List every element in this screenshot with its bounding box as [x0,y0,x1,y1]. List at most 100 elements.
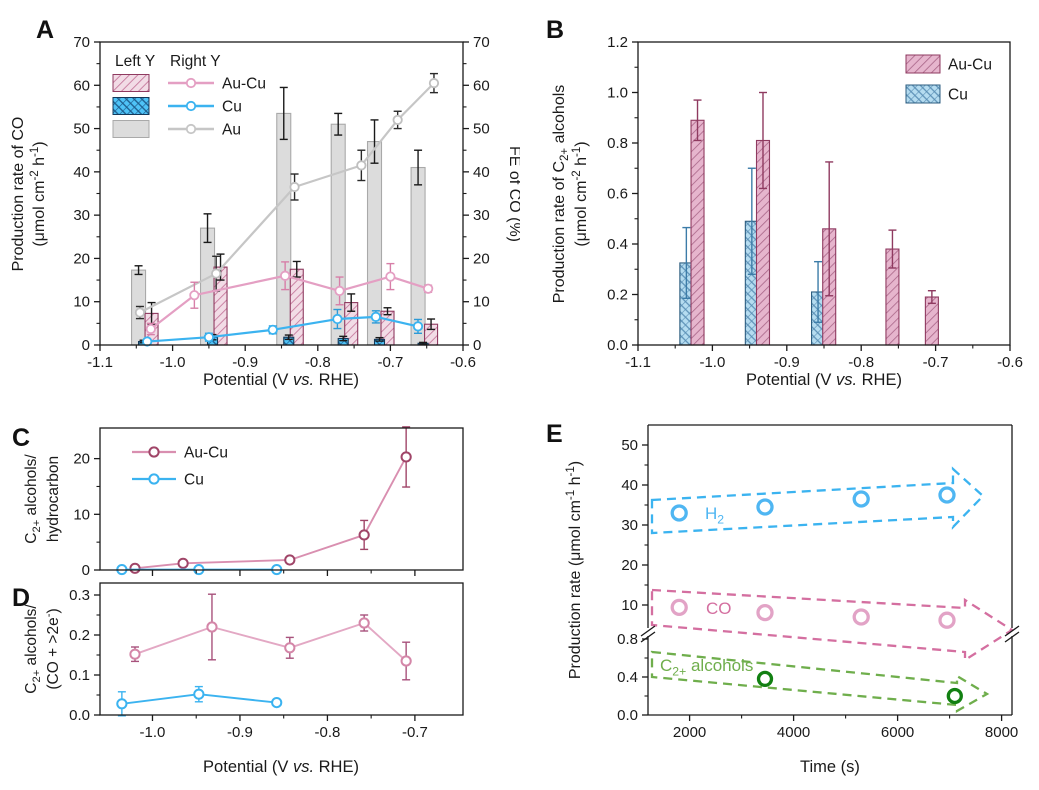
y-tick-label: 0.1 [69,667,90,684]
data-point [271,697,283,709]
legend-item-label: Cu [184,472,204,489]
y-tick-label: 10 [73,506,90,523]
y-tick-label: 10 [73,294,90,311]
y-tick-label: 0.4 [607,236,628,253]
x-tick-label: -1.0 [699,354,725,371]
y-tick-label: 50 [473,121,490,138]
x-tick-label: -0.8 [314,724,340,741]
x-axis-title: Time (s) [800,758,860,776]
y-tick-label: 0.6 [607,186,628,203]
line-series-Cu [142,308,424,347]
x-tick-label: -0.7 [923,354,949,371]
data-point [370,311,381,322]
y-tick-label: 0 [82,337,90,354]
panel-d-label: D [12,584,31,612]
bar [330,123,346,346]
y-axis: 0 10 20 [73,451,100,579]
scatter-series-H2: H2 [670,486,956,526]
y-axis: 0 10 20 30 40 50 60 70 [73,34,100,354]
y-tick-label: 30 [621,517,638,534]
data-point [852,490,870,508]
data-point [267,324,278,335]
plot-frame [99,427,464,571]
data-point [134,307,146,318]
x-tick-label: -0.9 [227,724,253,741]
data-point [148,446,160,458]
legend-item-label: Cu [948,87,968,104]
legend: Au-Cu Cu [132,445,228,489]
x-tick-label: -0.9 [232,354,258,371]
x-axis-title: Potential (V vs. RHE) [746,371,902,389]
y-tick-label: 0.0 [607,337,628,354]
panel-a-chart: -1.1 -1.0 -0.9 -0.8 -0.7 -0.60102030405060700… [10,34,523,389]
data-point [142,336,153,347]
x-axis: -1.1 -1.0 -0.9 -0.8 -0.7 -0.6 [87,345,476,371]
y-tick-label: 50 [73,121,90,138]
panel-e-label: E [546,420,563,448]
series-label-C2+ alcohols: C2+ alcohols [660,656,753,678]
line-series-Cu [116,685,283,717]
y-tick-label: 20 [73,250,90,267]
panel-cd-chart: 0 10 20 -1.0 -0.9 -0.8 -0.7 0.0 0.1 0.2 0.3 Potenti… [23,426,464,776]
data-point [756,498,774,516]
axis-break-mark [640,625,656,637]
y-tick-label: 10 [621,597,638,614]
panel-b-chart: -1.1 -1.0 -0.9 -0.8 -0.7 -0.6 0.0 0.2 0.4 0.6 0.8 1… [551,34,1023,389]
y-tick-label: 0.0 [69,707,90,724]
line-series-Au [134,72,440,320]
y-tick-label: 0 [473,337,481,354]
data-point [185,77,197,89]
y-axis: 0 10 20 30 40 50 60 70 [463,34,490,354]
data-point [423,283,434,294]
data-point [400,451,412,463]
data-point [670,598,688,617]
x-tick-label: 8000 [985,724,1018,741]
x-axis: -1.0 -0.9 -0.8 -0.7 [140,715,428,741]
scatter-series-C2+ alcohols: C2+ alcohols [660,656,963,705]
y-axis: 10 20 30 40 50 0.0 0.4 0.8 [617,437,648,724]
y-tick-label: 40 [621,477,638,494]
x-tick-label: -1.0 [160,354,186,371]
data-point [385,271,396,282]
line-series-Au-Cu [129,426,412,574]
x-tick-label: -0.6 [997,354,1023,371]
legend-header: Right Y [170,53,221,70]
y-axis-title: (μmol cm-2 h-1) [571,141,590,246]
y-tick-label: 0.2 [607,287,628,304]
x-tick-label: 2000 [673,724,706,741]
panel-b-label: B [546,16,565,44]
x-tick-label: -1.1 [625,354,651,371]
bar [199,227,216,346]
x-tick-label: -1.1 [87,354,113,371]
legend-item-label: Cu [222,99,242,116]
line-series-Au-Cu [129,593,412,681]
plot-frame [99,582,464,716]
x-tick-label: -0.7 [402,724,428,741]
legend-item-label: Au-Cu [222,76,266,93]
y-axis-title-left: (μmol cm-2 h-1) [29,141,48,246]
y-axis: 0.0 0.1 0.2 0.3 [69,587,100,724]
data-point [129,648,141,660]
data-point [946,687,963,705]
data-point [756,603,774,622]
y-axis-title-c: hydrocarbon [45,456,62,542]
line-series-Au-Cu [145,261,434,336]
y-tick-label: 70 [473,34,490,51]
data-point [211,268,222,279]
data-point [428,78,440,89]
y-tick-label: 70 [73,34,90,51]
x-tick-label: -0.8 [848,354,874,371]
y-axis-title: Production rate (μmol cm-1 h-1) [565,461,584,679]
legend-header: Left Y [115,53,155,70]
bar [924,296,939,346]
y-tick-label: 30 [73,207,90,224]
series-label-H2: H2 [705,504,724,526]
x-axis [151,570,416,576]
legend: Left Y Right YAu-Cu Cu Au [112,53,266,139]
data-point [852,608,870,626]
data-point [189,290,200,301]
data-point [203,332,214,343]
bar [131,269,147,346]
y-tick-label: 20 [621,557,638,574]
